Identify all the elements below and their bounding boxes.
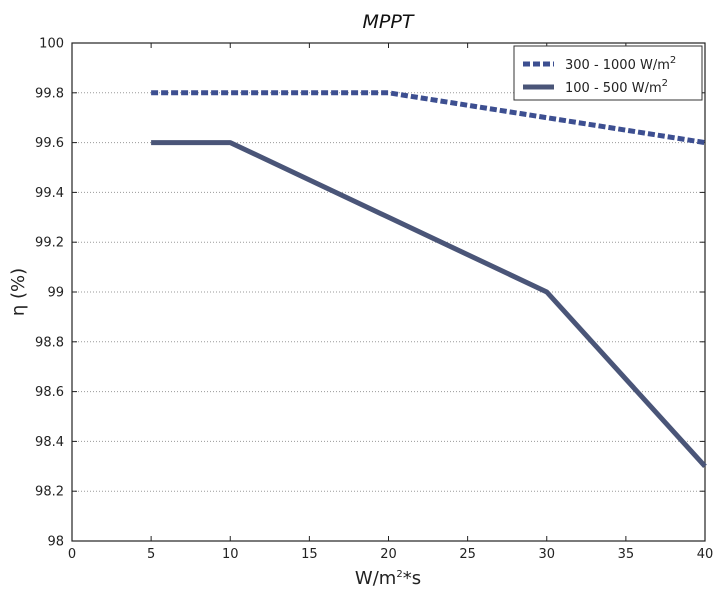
y-tick-label: 98.2 [35, 485, 64, 500]
legend-label-series-2: 100 - 500 W/m2 [565, 78, 668, 96]
series [151, 90, 707, 468]
x-ticks: 0 5 10 15 20 25 30 35 40 [68, 43, 713, 562]
y-tick-label: 100 [39, 37, 64, 52]
y-tick-label: 99.2 [35, 236, 64, 251]
y-ticks: 98 98.2 98.4 98.6 98.8 99 99.2 99.4 99.6 99.8 100 [35, 37, 705, 550]
x-tick-label: 15 [301, 547, 318, 562]
x-axis-label: W/m2*s [355, 568, 421, 589]
y-tick-label: 98 [47, 535, 64, 550]
y-tick-label: 98.6 [35, 385, 64, 400]
x-tick-label: 10 [222, 547, 239, 562]
x-tick-label: 5 [147, 547, 155, 562]
y-tick-label: 98.8 [35, 335, 64, 350]
y-axis-label: η (%) [8, 268, 29, 316]
legend: 300 - 1000 W/m2 100 - 500 W/m2 [513, 45, 703, 101]
x-tick-label: 40 [697, 547, 714, 562]
legend-box [513, 45, 703, 101]
y-tick-label: 99.6 [35, 136, 64, 151]
x-tick-label: 35 [618, 547, 635, 562]
x-tick-label: 30 [538, 547, 555, 562]
y-tick-label: 99.8 [35, 86, 64, 101]
chart-title: MPPT [363, 11, 415, 33]
y-tick-label: 99.4 [35, 186, 64, 201]
series-line-1 [151, 90, 706, 146]
y-tick-label: 98.4 [35, 435, 64, 450]
y-tick-label: 99 [47, 286, 64, 301]
x-tick-label: 20 [380, 547, 397, 562]
x-tick-label: 0 [68, 547, 76, 562]
legend-label-series-1: 300 - 1000 W/m2 [565, 55, 676, 73]
x-tick-label: 25 [459, 547, 476, 562]
